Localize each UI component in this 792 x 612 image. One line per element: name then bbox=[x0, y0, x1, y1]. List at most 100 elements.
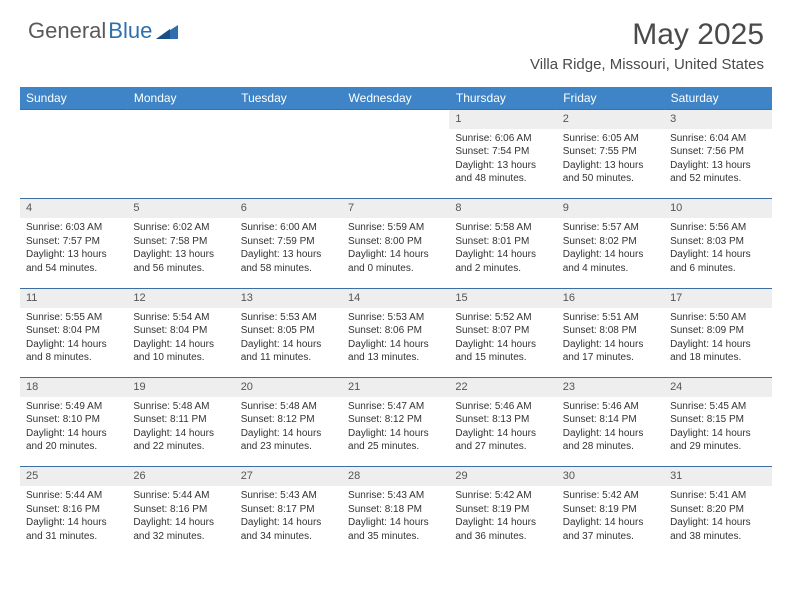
day-cell: Sunrise: 5:48 AM Sunset: 8:12 PM Dayligh… bbox=[235, 397, 342, 467]
day-details: Sunrise: 5:42 AM Sunset: 8:19 PM Dayligh… bbox=[563, 489, 658, 543]
day-cell: Sunrise: 5:42 AM Sunset: 8:19 PM Dayligh… bbox=[449, 486, 556, 556]
col-thursday: Thursday bbox=[449, 87, 556, 110]
day-cell: Sunrise: 5:48 AM Sunset: 8:11 PM Dayligh… bbox=[127, 397, 234, 467]
day-number: 30 bbox=[557, 467, 664, 486]
content-row: Sunrise: 5:44 AM Sunset: 8:16 PM Dayligh… bbox=[20, 486, 772, 556]
day-details: Sunrise: 6:00 AM Sunset: 7:59 PM Dayligh… bbox=[241, 221, 336, 275]
day-number: 23 bbox=[557, 378, 664, 397]
day-number: 12 bbox=[127, 288, 234, 307]
day-number: 20 bbox=[235, 378, 342, 397]
col-sunday: Sunday bbox=[20, 87, 127, 110]
day-number: 28 bbox=[342, 467, 449, 486]
day-number: 21 bbox=[342, 378, 449, 397]
day-number: 10 bbox=[664, 199, 771, 218]
col-friday: Friday bbox=[557, 87, 664, 110]
day-cell: Sunrise: 5:56 AM Sunset: 8:03 PM Dayligh… bbox=[664, 218, 771, 288]
col-tuesday: Tuesday bbox=[235, 87, 342, 110]
day-details: Sunrise: 5:46 AM Sunset: 8:14 PM Dayligh… bbox=[563, 400, 658, 454]
day-details: Sunrise: 5:51 AM Sunset: 8:08 PM Dayligh… bbox=[563, 311, 658, 365]
day-number: 19 bbox=[127, 378, 234, 397]
day-cell: Sunrise: 5:43 AM Sunset: 8:18 PM Dayligh… bbox=[342, 486, 449, 556]
day-number: 18 bbox=[20, 378, 127, 397]
day-details: Sunrise: 6:02 AM Sunset: 7:58 PM Dayligh… bbox=[133, 221, 228, 275]
day-cell: Sunrise: 5:46 AM Sunset: 8:14 PM Dayligh… bbox=[557, 397, 664, 467]
day-number bbox=[235, 110, 342, 129]
day-cell: Sunrise: 5:47 AM Sunset: 8:12 PM Dayligh… bbox=[342, 397, 449, 467]
day-details: Sunrise: 5:48 AM Sunset: 8:12 PM Dayligh… bbox=[241, 400, 336, 454]
day-number: 8 bbox=[449, 199, 556, 218]
col-wednesday: Wednesday bbox=[342, 87, 449, 110]
content-row: Sunrise: 6:03 AM Sunset: 7:57 PM Dayligh… bbox=[20, 218, 772, 288]
day-number: 17 bbox=[664, 288, 771, 307]
day-cell: Sunrise: 5:46 AM Sunset: 8:13 PM Dayligh… bbox=[449, 397, 556, 467]
day-details: Sunrise: 5:58 AM Sunset: 8:01 PM Dayligh… bbox=[455, 221, 550, 275]
day-number bbox=[127, 110, 234, 129]
day-cell: Sunrise: 6:02 AM Sunset: 7:58 PM Dayligh… bbox=[127, 218, 234, 288]
day-details: Sunrise: 5:41 AM Sunset: 8:20 PM Dayligh… bbox=[670, 489, 765, 543]
day-details: Sunrise: 5:43 AM Sunset: 8:18 PM Dayligh… bbox=[348, 489, 443, 543]
day-details: Sunrise: 5:43 AM Sunset: 8:17 PM Dayligh… bbox=[241, 489, 336, 543]
day-details: Sunrise: 5:44 AM Sunset: 8:16 PM Dayligh… bbox=[133, 489, 228, 543]
logo: GeneralBlue bbox=[28, 18, 178, 44]
day-number: 11 bbox=[20, 288, 127, 307]
day-cell: Sunrise: 5:43 AM Sunset: 8:17 PM Dayligh… bbox=[235, 486, 342, 556]
day-number: 13 bbox=[235, 288, 342, 307]
calendar-table: Sunday Monday Tuesday Wednesday Thursday… bbox=[20, 87, 772, 556]
day-details: Sunrise: 5:57 AM Sunset: 8:02 PM Dayligh… bbox=[563, 221, 658, 275]
day-number: 27 bbox=[235, 467, 342, 486]
day-number: 5 bbox=[127, 199, 234, 218]
title-block: May 2025 Villa Ridge, Missouri, United S… bbox=[530, 18, 764, 73]
day-number bbox=[342, 110, 449, 129]
logo-icon bbox=[156, 23, 178, 39]
day-cell bbox=[342, 129, 449, 199]
day-cell: Sunrise: 5:52 AM Sunset: 8:07 PM Dayligh… bbox=[449, 308, 556, 378]
content-row: Sunrise: 5:49 AM Sunset: 8:10 PM Dayligh… bbox=[20, 397, 772, 467]
day-details: Sunrise: 6:05 AM Sunset: 7:55 PM Dayligh… bbox=[563, 132, 658, 186]
day-number: 29 bbox=[449, 467, 556, 486]
day-cell: Sunrise: 6:03 AM Sunset: 7:57 PM Dayligh… bbox=[20, 218, 127, 288]
day-details: Sunrise: 5:52 AM Sunset: 8:07 PM Dayligh… bbox=[455, 311, 550, 365]
day-cell bbox=[235, 129, 342, 199]
day-cell: Sunrise: 5:58 AM Sunset: 8:01 PM Dayligh… bbox=[449, 218, 556, 288]
day-details: Sunrise: 5:48 AM Sunset: 8:11 PM Dayligh… bbox=[133, 400, 228, 454]
day-details: Sunrise: 5:47 AM Sunset: 8:12 PM Dayligh… bbox=[348, 400, 443, 454]
day-number: 6 bbox=[235, 199, 342, 218]
day-number: 26 bbox=[127, 467, 234, 486]
day-number: 22 bbox=[449, 378, 556, 397]
day-details: Sunrise: 6:04 AM Sunset: 7:56 PM Dayligh… bbox=[670, 132, 765, 186]
daynum-row: 123 bbox=[20, 110, 772, 129]
day-cell: Sunrise: 5:42 AM Sunset: 8:19 PM Dayligh… bbox=[557, 486, 664, 556]
day-number: 9 bbox=[557, 199, 664, 218]
day-details: Sunrise: 5:54 AM Sunset: 8:04 PM Dayligh… bbox=[133, 311, 228, 365]
day-details: Sunrise: 5:45 AM Sunset: 8:15 PM Dayligh… bbox=[670, 400, 765, 454]
content-row: Sunrise: 6:06 AM Sunset: 7:54 PM Dayligh… bbox=[20, 129, 772, 199]
day-cell: Sunrise: 6:04 AM Sunset: 7:56 PM Dayligh… bbox=[664, 129, 771, 199]
day-details: Sunrise: 5:50 AM Sunset: 8:09 PM Dayligh… bbox=[670, 311, 765, 365]
day-cell: Sunrise: 5:57 AM Sunset: 8:02 PM Dayligh… bbox=[557, 218, 664, 288]
day-number: 14 bbox=[342, 288, 449, 307]
day-number: 2 bbox=[557, 110, 664, 129]
day-cell bbox=[20, 129, 127, 199]
day-cell: Sunrise: 5:44 AM Sunset: 8:16 PM Dayligh… bbox=[127, 486, 234, 556]
day-number: 7 bbox=[342, 199, 449, 218]
day-details: Sunrise: 5:53 AM Sunset: 8:05 PM Dayligh… bbox=[241, 311, 336, 365]
day-details: Sunrise: 6:03 AM Sunset: 7:57 PM Dayligh… bbox=[26, 221, 121, 275]
daynum-row: 45678910 bbox=[20, 199, 772, 218]
day-details: Sunrise: 5:44 AM Sunset: 8:16 PM Dayligh… bbox=[26, 489, 121, 543]
day-cell: Sunrise: 5:53 AM Sunset: 8:06 PM Dayligh… bbox=[342, 308, 449, 378]
page-header: GeneralBlue May 2025 Villa Ridge, Missou… bbox=[0, 0, 792, 79]
day-details: Sunrise: 5:59 AM Sunset: 8:00 PM Dayligh… bbox=[348, 221, 443, 275]
day-cell: Sunrise: 5:49 AM Sunset: 8:10 PM Dayligh… bbox=[20, 397, 127, 467]
daynum-row: 11121314151617 bbox=[20, 288, 772, 307]
day-cell: Sunrise: 5:55 AM Sunset: 8:04 PM Dayligh… bbox=[20, 308, 127, 378]
day-cell: Sunrise: 5:54 AM Sunset: 8:04 PM Dayligh… bbox=[127, 308, 234, 378]
location-text: Villa Ridge, Missouri, United States bbox=[530, 56, 764, 73]
day-number: 4 bbox=[20, 199, 127, 218]
month-title: May 2025 bbox=[530, 18, 764, 52]
day-number: 25 bbox=[20, 467, 127, 486]
day-cell: Sunrise: 5:51 AM Sunset: 8:08 PM Dayligh… bbox=[557, 308, 664, 378]
col-monday: Monday bbox=[127, 87, 234, 110]
day-cell: Sunrise: 5:44 AM Sunset: 8:16 PM Dayligh… bbox=[20, 486, 127, 556]
day-number: 1 bbox=[449, 110, 556, 129]
day-cell: Sunrise: 5:53 AM Sunset: 8:05 PM Dayligh… bbox=[235, 308, 342, 378]
